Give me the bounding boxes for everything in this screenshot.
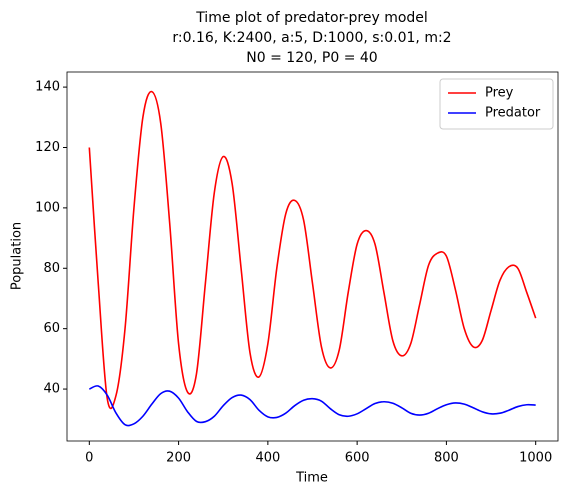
y-axis-label: Population	[10, 222, 25, 290]
chart-subtitle: N0 = 120, P0 = 40	[246, 50, 377, 66]
legend-box	[439, 78, 554, 130]
y-tick-label: 60	[43, 321, 60, 336]
y-tick-label: 120	[35, 140, 60, 155]
x-tick-label: 200	[166, 451, 191, 466]
line-series	[88, 385, 536, 427]
y-tick-label: 40	[43, 382, 60, 397]
y-tick-label: 100	[35, 200, 60, 215]
legend-label: Predator	[485, 106, 541, 121]
chart-subtitle: r:0.16, K:2400, a:5, D:1000, s:0.01, m:2	[172, 30, 451, 46]
x-tick-label: 0	[85, 451, 93, 466]
x-tick-label: 600	[345, 451, 370, 466]
legend-label: Prey	[485, 86, 514, 101]
y-tick-label: 80	[43, 261, 60, 276]
x-tick-label: 400	[255, 451, 280, 466]
x-tick-label: 1000	[519, 451, 552, 466]
line-series	[88, 90, 537, 410]
y-tick-label: 140	[35, 80, 60, 95]
x-axis-label: Time	[295, 471, 328, 486]
x-tick-label: 800	[434, 451, 459, 466]
chart-title: Time plot of predator-prey model	[195, 10, 428, 26]
plot-frame	[66, 71, 559, 442]
